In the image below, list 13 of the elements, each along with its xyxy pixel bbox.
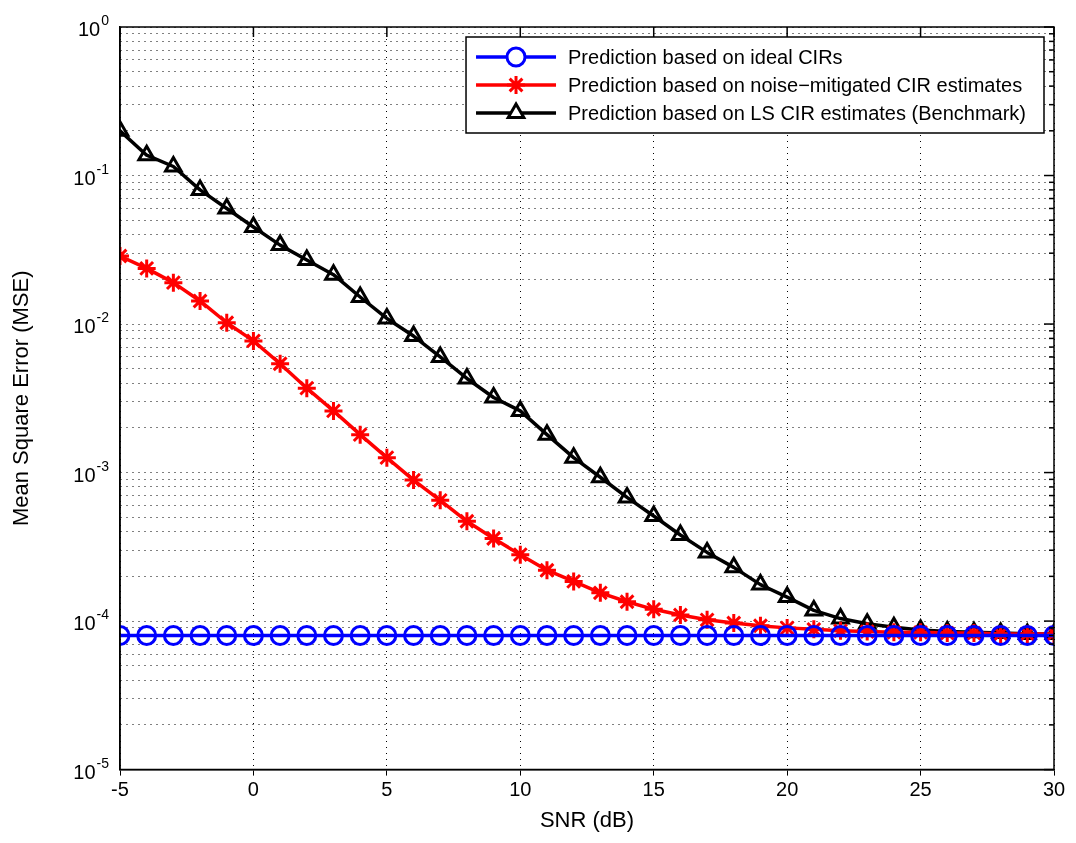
legend-label: Prediction based on noise−mitigated CIR estimates — [568, 73, 1023, 96]
x-tick-label: 25 — [909, 778, 932, 801]
legend-label: Prediction based on LS CIR estimates (Benchmark) — [568, 101, 1027, 124]
x-tick-label: 10 — [509, 778, 532, 801]
x-tick-label: 30 — [1042, 778, 1066, 801]
x-axis-title: SNR (dB) — [539, 806, 635, 832]
x-tick-label: 15 — [642, 778, 665, 801]
x-tick-label: -5 — [111, 778, 129, 801]
y-axis-title: Mean Square Error (MSE) — [8, 270, 34, 527]
legend-label: Prediction based on ideal CIRs — [568, 45, 843, 68]
x-tick-label: 5 — [381, 778, 393, 801]
x-tick-label: 0 — [247, 778, 259, 801]
x-tick-label: 20 — [776, 778, 799, 801]
